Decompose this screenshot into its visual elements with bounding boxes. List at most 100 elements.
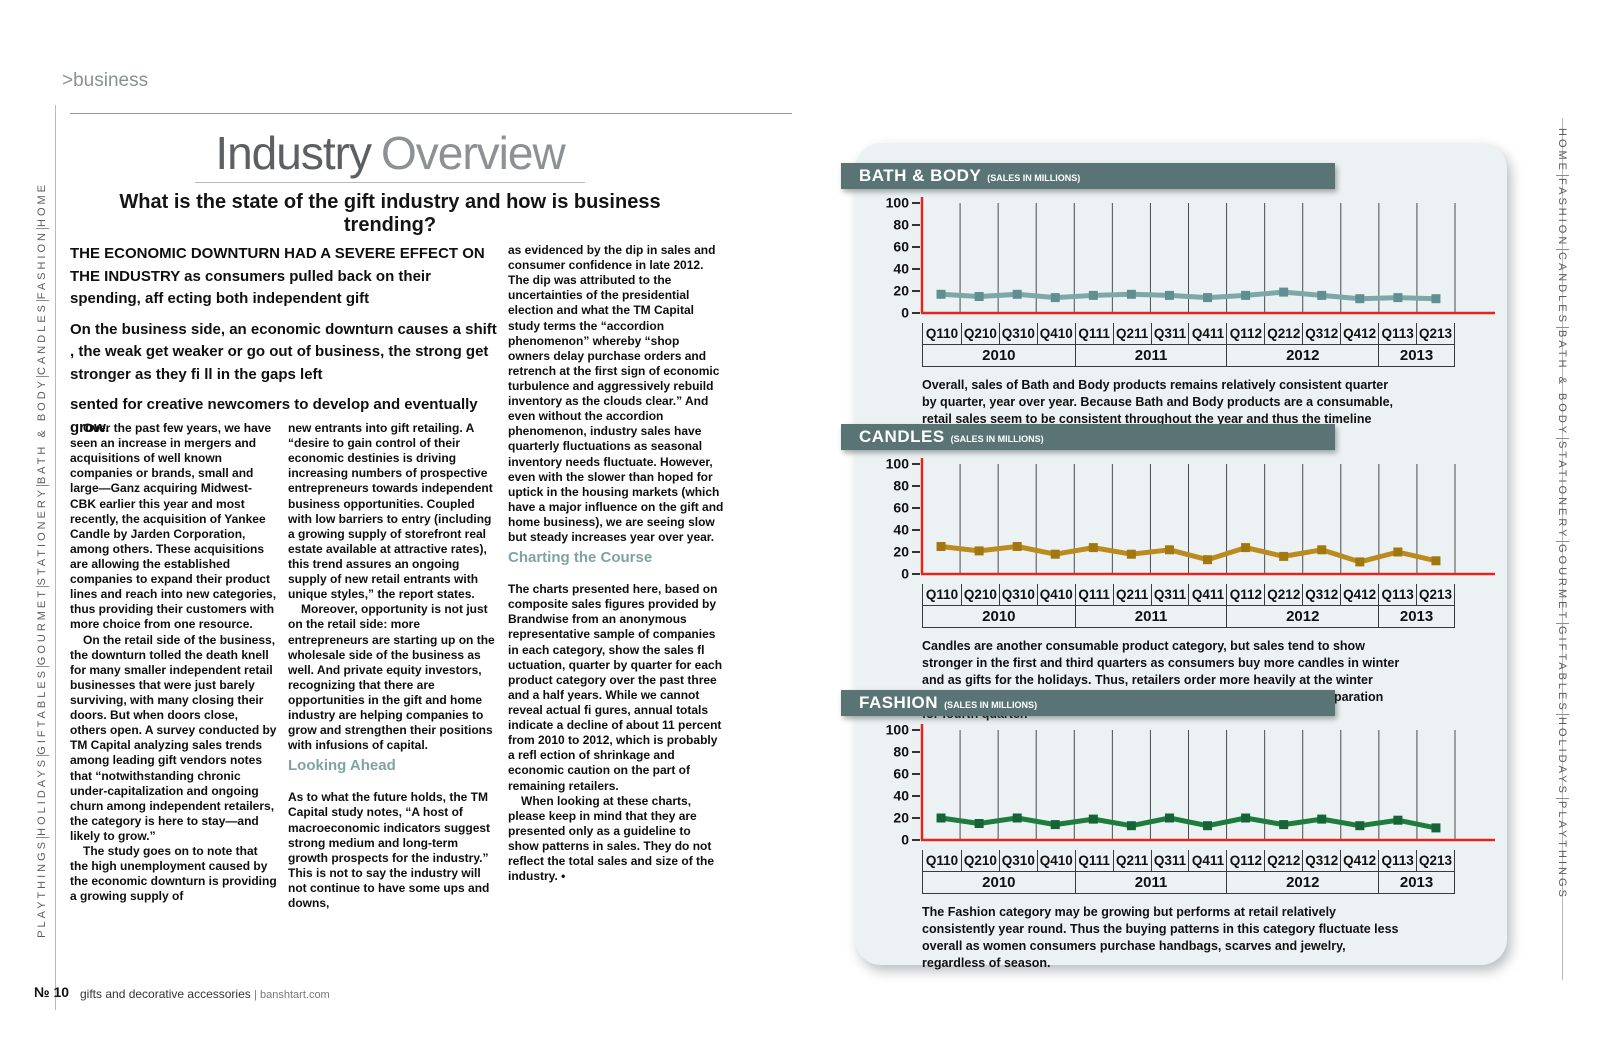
- rail-category-label: HOME: [1556, 128, 1568, 173]
- quarter-cell: Q210: [960, 323, 999, 344]
- quarter-cell: Q312: [1302, 584, 1340, 605]
- right-rail-line: [1562, 118, 1563, 980]
- page-number: № 10: [34, 984, 70, 1000]
- chart-fashion: FASHION (SALES IN MILLIONS) 0 20 40 60 80 100…: [841, 690, 1507, 972]
- quarter-cell: Q411: [1188, 323, 1226, 344]
- rail-category-label: PLAYTHINGS: [1556, 800, 1568, 900]
- title-block: Industry Overview What is the state of th…: [75, 128, 705, 237]
- svg-text:100: 100: [886, 197, 910, 211]
- quarter-cell: Q110: [925, 326, 959, 341]
- body-paragraph: On the retail side of the business, the …: [70, 632, 277, 843]
- rail-tick: [35, 227, 49, 229]
- quarter-cell: Q212: [1264, 323, 1302, 344]
- footer-tagline-text: gifts and decorative accessories: [80, 987, 251, 1001]
- svg-text:20: 20: [893, 544, 909, 560]
- year-cell: 2012: [1226, 872, 1378, 893]
- rail-tick: [35, 585, 49, 587]
- rail-tick: [35, 665, 49, 667]
- quarter-cell: Q113: [1378, 584, 1416, 605]
- quarter-cell: Q211: [1112, 323, 1151, 344]
- section-kicker: >business: [62, 70, 149, 91]
- rail-category-label: FASHION: [36, 229, 48, 300]
- chart-header-bar: FASHION (SALES IN MILLIONS): [841, 690, 1335, 716]
- quarter-cell: Q112: [1226, 584, 1264, 605]
- svg-text:60: 60: [893, 239, 909, 255]
- quarter-cell: Q213: [1416, 323, 1454, 344]
- rail-category-label: STATIONERY: [36, 486, 48, 586]
- body-paragraph: When looking at these charts, please kee…: [508, 793, 715, 884]
- chart-caption: The Fashion category may be growing but …: [922, 905, 1399, 970]
- quarter-cell: Q213: [1416, 584, 1454, 605]
- quarter-cell: Q111: [1074, 323, 1113, 344]
- quarter-cell: Q411: [1188, 850, 1226, 871]
- svg-text:0: 0: [901, 566, 909, 580]
- svg-text:60: 60: [893, 500, 909, 516]
- column-subhead: Looking Ahead: [288, 757, 396, 775]
- quarter-cell: Q211: [1112, 850, 1151, 871]
- rail-category-label: GOURMET: [36, 587, 48, 666]
- year-cell: 2011: [1074, 872, 1227, 893]
- rail-category-label: FASHION: [1556, 177, 1568, 248]
- quarter-cell: Q210: [960, 584, 999, 605]
- footer-url: | banshtart.com: [254, 989, 330, 1001]
- quarter-cell: Q113: [1378, 323, 1416, 344]
- header-rule: [70, 113, 792, 114]
- quarter-cell: Q311: [1150, 584, 1189, 605]
- rail-category-label: BATH & BODY: [36, 377, 48, 484]
- line-chart: 0 20 40 60 80 100: [880, 722, 1507, 850]
- year-cell: 2011: [1074, 606, 1227, 627]
- page-subtitle: What is the state of the gift industry a…: [119, 190, 661, 236]
- rail-tick: [1555, 714, 1569, 716]
- year-axis-row: 2010 2011 2012 2013: [922, 872, 1455, 894]
- chart-area: 0 20 40 60 80 100 Q110 Q210 Q310 Q410 Q111 Q211 Q31…: [880, 722, 1507, 972]
- quarter-cell: Q410: [1036, 584, 1075, 605]
- svg-text:20: 20: [893, 810, 909, 826]
- body-paragraph: Over the past few years, we have seen an…: [70, 421, 277, 632]
- svg-text:80: 80: [893, 478, 909, 494]
- rail-category-label: CANDLES: [36, 301, 48, 375]
- chart-candles: CANDLES (SALES IN MILLIONS) 0 20 40 60 80 100…: [841, 424, 1507, 722]
- chart-area: 0 20 40 60 80 100 Q110 Q210 Q310 Q410 Q111 Q211 Q31…: [880, 456, 1507, 722]
- chart-area: 0 20 40 60 80 100 Q110 Q210 Q310 Q410 Q111 Q211 Q31…: [880, 195, 1507, 445]
- svg-text:20: 20: [893, 283, 909, 299]
- svg-text:0: 0: [901, 305, 909, 319]
- chart-units-label: (SALES IN MILLIONS): [987, 172, 1081, 183]
- quarter-cell: Q311: [1150, 323, 1189, 344]
- svg-text:40: 40: [893, 788, 909, 804]
- body-paragraph: The charts presented here, based on comp…: [508, 582, 723, 793]
- quarter-cell: Q212: [1264, 850, 1302, 871]
- quarter-cell: Q112: [1226, 323, 1264, 344]
- quarter-cell: Q111: [1074, 584, 1113, 605]
- chart-title: BATH & BODY: [859, 166, 982, 185]
- chart-title: CANDLES: [859, 427, 945, 446]
- chart-header-bar: CANDLES (SALES IN MILLIONS): [841, 424, 1335, 450]
- rail-tick: [1555, 174, 1569, 176]
- charts-card: BATH & BODY (SALES IN MILLIONS) 0 20 40 60 8…: [841, 143, 1507, 970]
- rail-tick: [35, 484, 49, 486]
- svg-text:40: 40: [893, 261, 909, 277]
- page-title-word2: Overview: [380, 127, 566, 179]
- rail-tick: [35, 299, 49, 301]
- rail-tick: [1555, 798, 1569, 799]
- line-chart: 0 20 40 60 80 100: [880, 456, 1507, 584]
- year-cell: 2010: [982, 608, 1016, 625]
- column-subhead: Charting the Course: [508, 549, 653, 567]
- svg-text:80: 80: [893, 744, 909, 760]
- quarter-axis-row: Q110 Q210 Q310 Q410 Q111 Q211 Q311 Q411 Q112 Q212…: [922, 584, 1455, 606]
- quarter-cell: Q111: [1074, 850, 1113, 871]
- article-column-3: as evidenced by the dip in sales and con…: [508, 243, 724, 884]
- left-category-rail: HOME FASHION CANDLES BATH & BODY STATIONERY G…: [29, 182, 55, 938]
- quarter-cell: Q211: [1112, 584, 1151, 605]
- svg-text:60: 60: [893, 766, 909, 782]
- rail-category-label: BATH & BODY: [1556, 329, 1568, 436]
- rail-tick: [1555, 622, 1569, 624]
- quarter-cell: Q312: [1302, 323, 1340, 344]
- svg-text:100: 100: [886, 724, 910, 738]
- quarter-cell: Q412: [1340, 584, 1378, 605]
- rail-category-label: CANDLES: [1556, 251, 1568, 325]
- rail-tick: [35, 837, 49, 838]
- lede-paragraphs: THE ECONOMIC DOWNTURN HAD A SEVERE EFFEC…: [70, 243, 504, 447]
- quarter-cell: Q412: [1340, 850, 1378, 871]
- quarter-cell: Q110: [925, 587, 959, 602]
- rail-category-label: HOLIDAYS: [1556, 717, 1568, 797]
